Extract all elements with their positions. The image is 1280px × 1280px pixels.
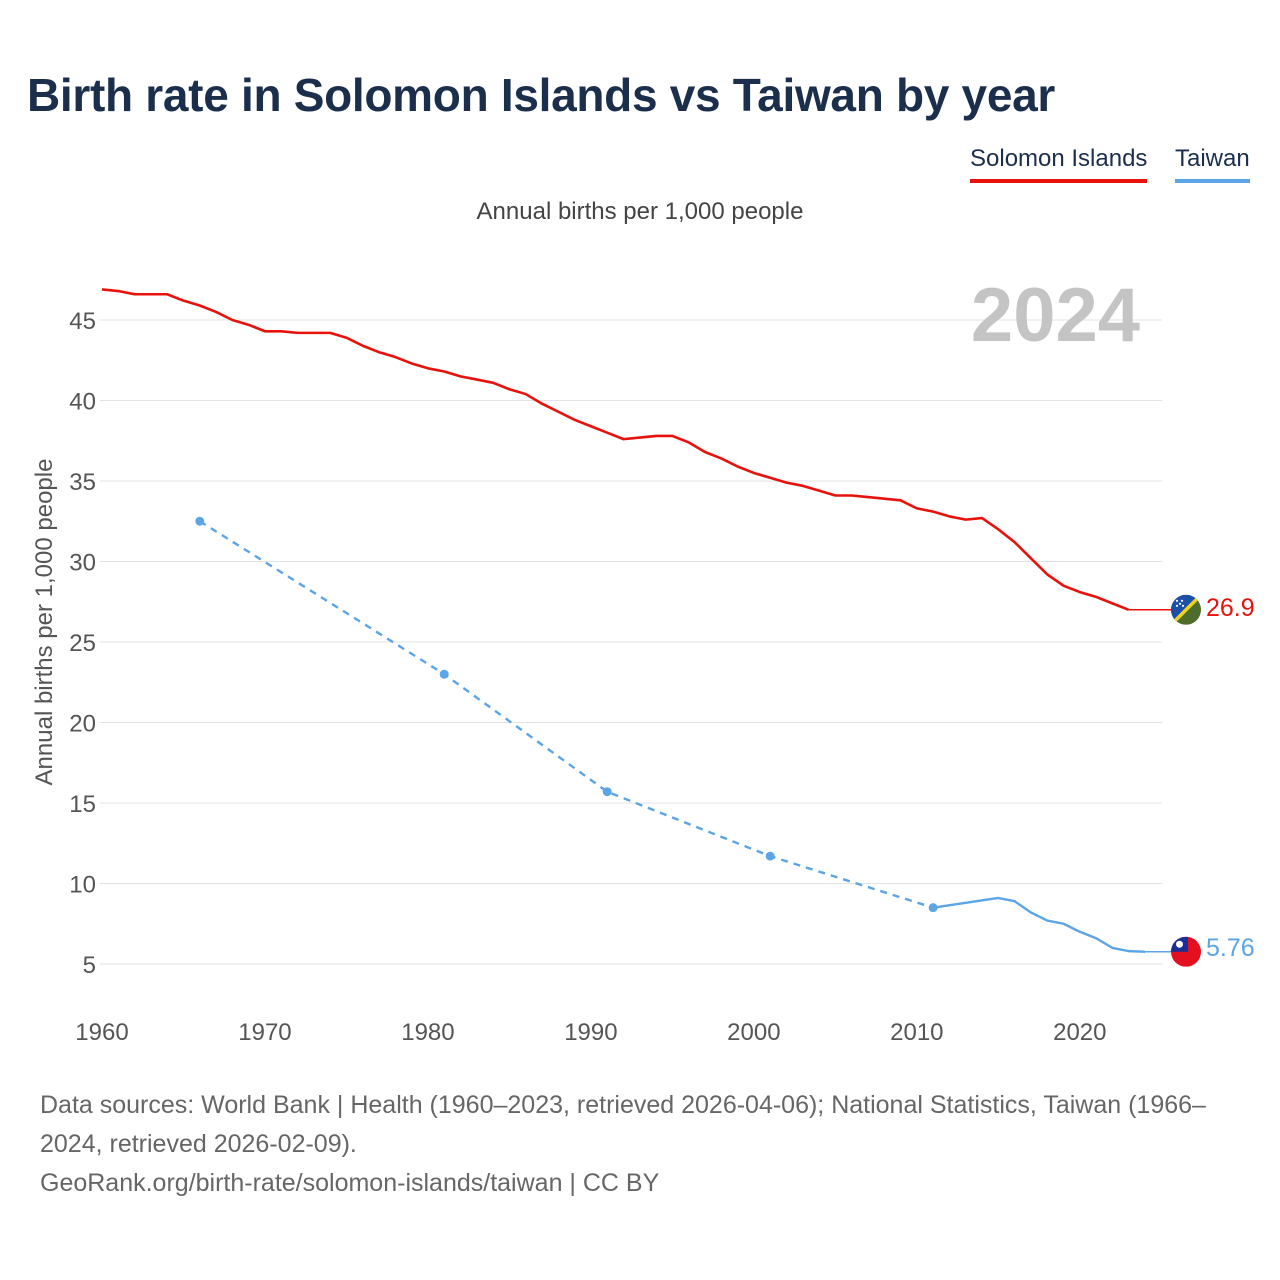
point-taiwan xyxy=(765,851,775,861)
chart-subtitle: Annual births per 1,000 people xyxy=(476,198,804,225)
end-value-solomon-islands: 26.9 xyxy=(1206,594,1255,622)
x-tick-label: 1990 xyxy=(564,1019,617,1046)
x-tick-label: 2010 xyxy=(890,1019,943,1046)
y-tick-label: 30 xyxy=(69,550,96,577)
series-line-taiwan-dashed xyxy=(199,520,934,909)
y-tick-label: 10 xyxy=(69,872,96,899)
point-taiwan xyxy=(928,903,938,913)
y-axis-label: Annual births per 1,000 people xyxy=(31,459,58,786)
line-chart: 5 10 15 20 25 30 35 40 45 1960 1970 1980 1990 2000 20… xyxy=(31,288,1201,1046)
legend-solomon-islands[interactable]: Solomon Islands xyxy=(970,145,1148,183)
y-tick-label: 15 xyxy=(69,791,96,818)
solomon-islands-flag-icon xyxy=(1171,594,1201,625)
series-line-solomon-islands xyxy=(101,288,1130,612)
legend-taiwan[interactable]: Taiwan xyxy=(1175,145,1250,183)
point-taiwan xyxy=(195,516,205,526)
y-tick-label: 40 xyxy=(69,389,96,416)
x-axis-ticks: 1960 1970 1980 1990 2000 2010 2020 xyxy=(75,1019,1106,1046)
point-taiwan xyxy=(439,669,449,679)
flags xyxy=(1171,594,1201,967)
x-tick-label: 2020 xyxy=(1053,1019,1106,1046)
point-taiwan xyxy=(602,787,612,797)
x-tick-label: 1960 xyxy=(75,1019,128,1046)
series-line-taiwan xyxy=(932,896,1146,953)
chart-title: Birth rate in Solomon Islands vs Taiwan … xyxy=(27,69,1055,121)
year-label: 2024 xyxy=(970,273,1140,358)
y-tick-label: 25 xyxy=(69,630,96,657)
y-tick-label: 20 xyxy=(69,711,96,738)
end-value-taiwan: 5.76 xyxy=(1206,934,1255,962)
footer: Data sources: World Bank | Health (1960–… xyxy=(40,1086,1250,1203)
gridlines xyxy=(100,319,1162,965)
x-tick-label: 2000 xyxy=(727,1019,780,1046)
y-tick-label: 35 xyxy=(69,469,96,496)
data-sources: Data sources: World Bank | Health (1960–… xyxy=(40,1091,1206,1158)
y-tick-label: 45 xyxy=(69,308,96,335)
x-tick-label: 1970 xyxy=(238,1019,291,1046)
x-tick-label: 1980 xyxy=(401,1019,454,1046)
series-lines xyxy=(101,288,1172,953)
taiwan-flag-icon xyxy=(1171,936,1201,967)
source-link[interactable]: GeoRank.org/birth-rate/solomon-islands/t… xyxy=(40,1169,660,1197)
y-tick-label: 5 xyxy=(83,952,96,979)
y-axis-ticks: 5 10 15 20 25 30 35 40 45 xyxy=(69,308,96,979)
